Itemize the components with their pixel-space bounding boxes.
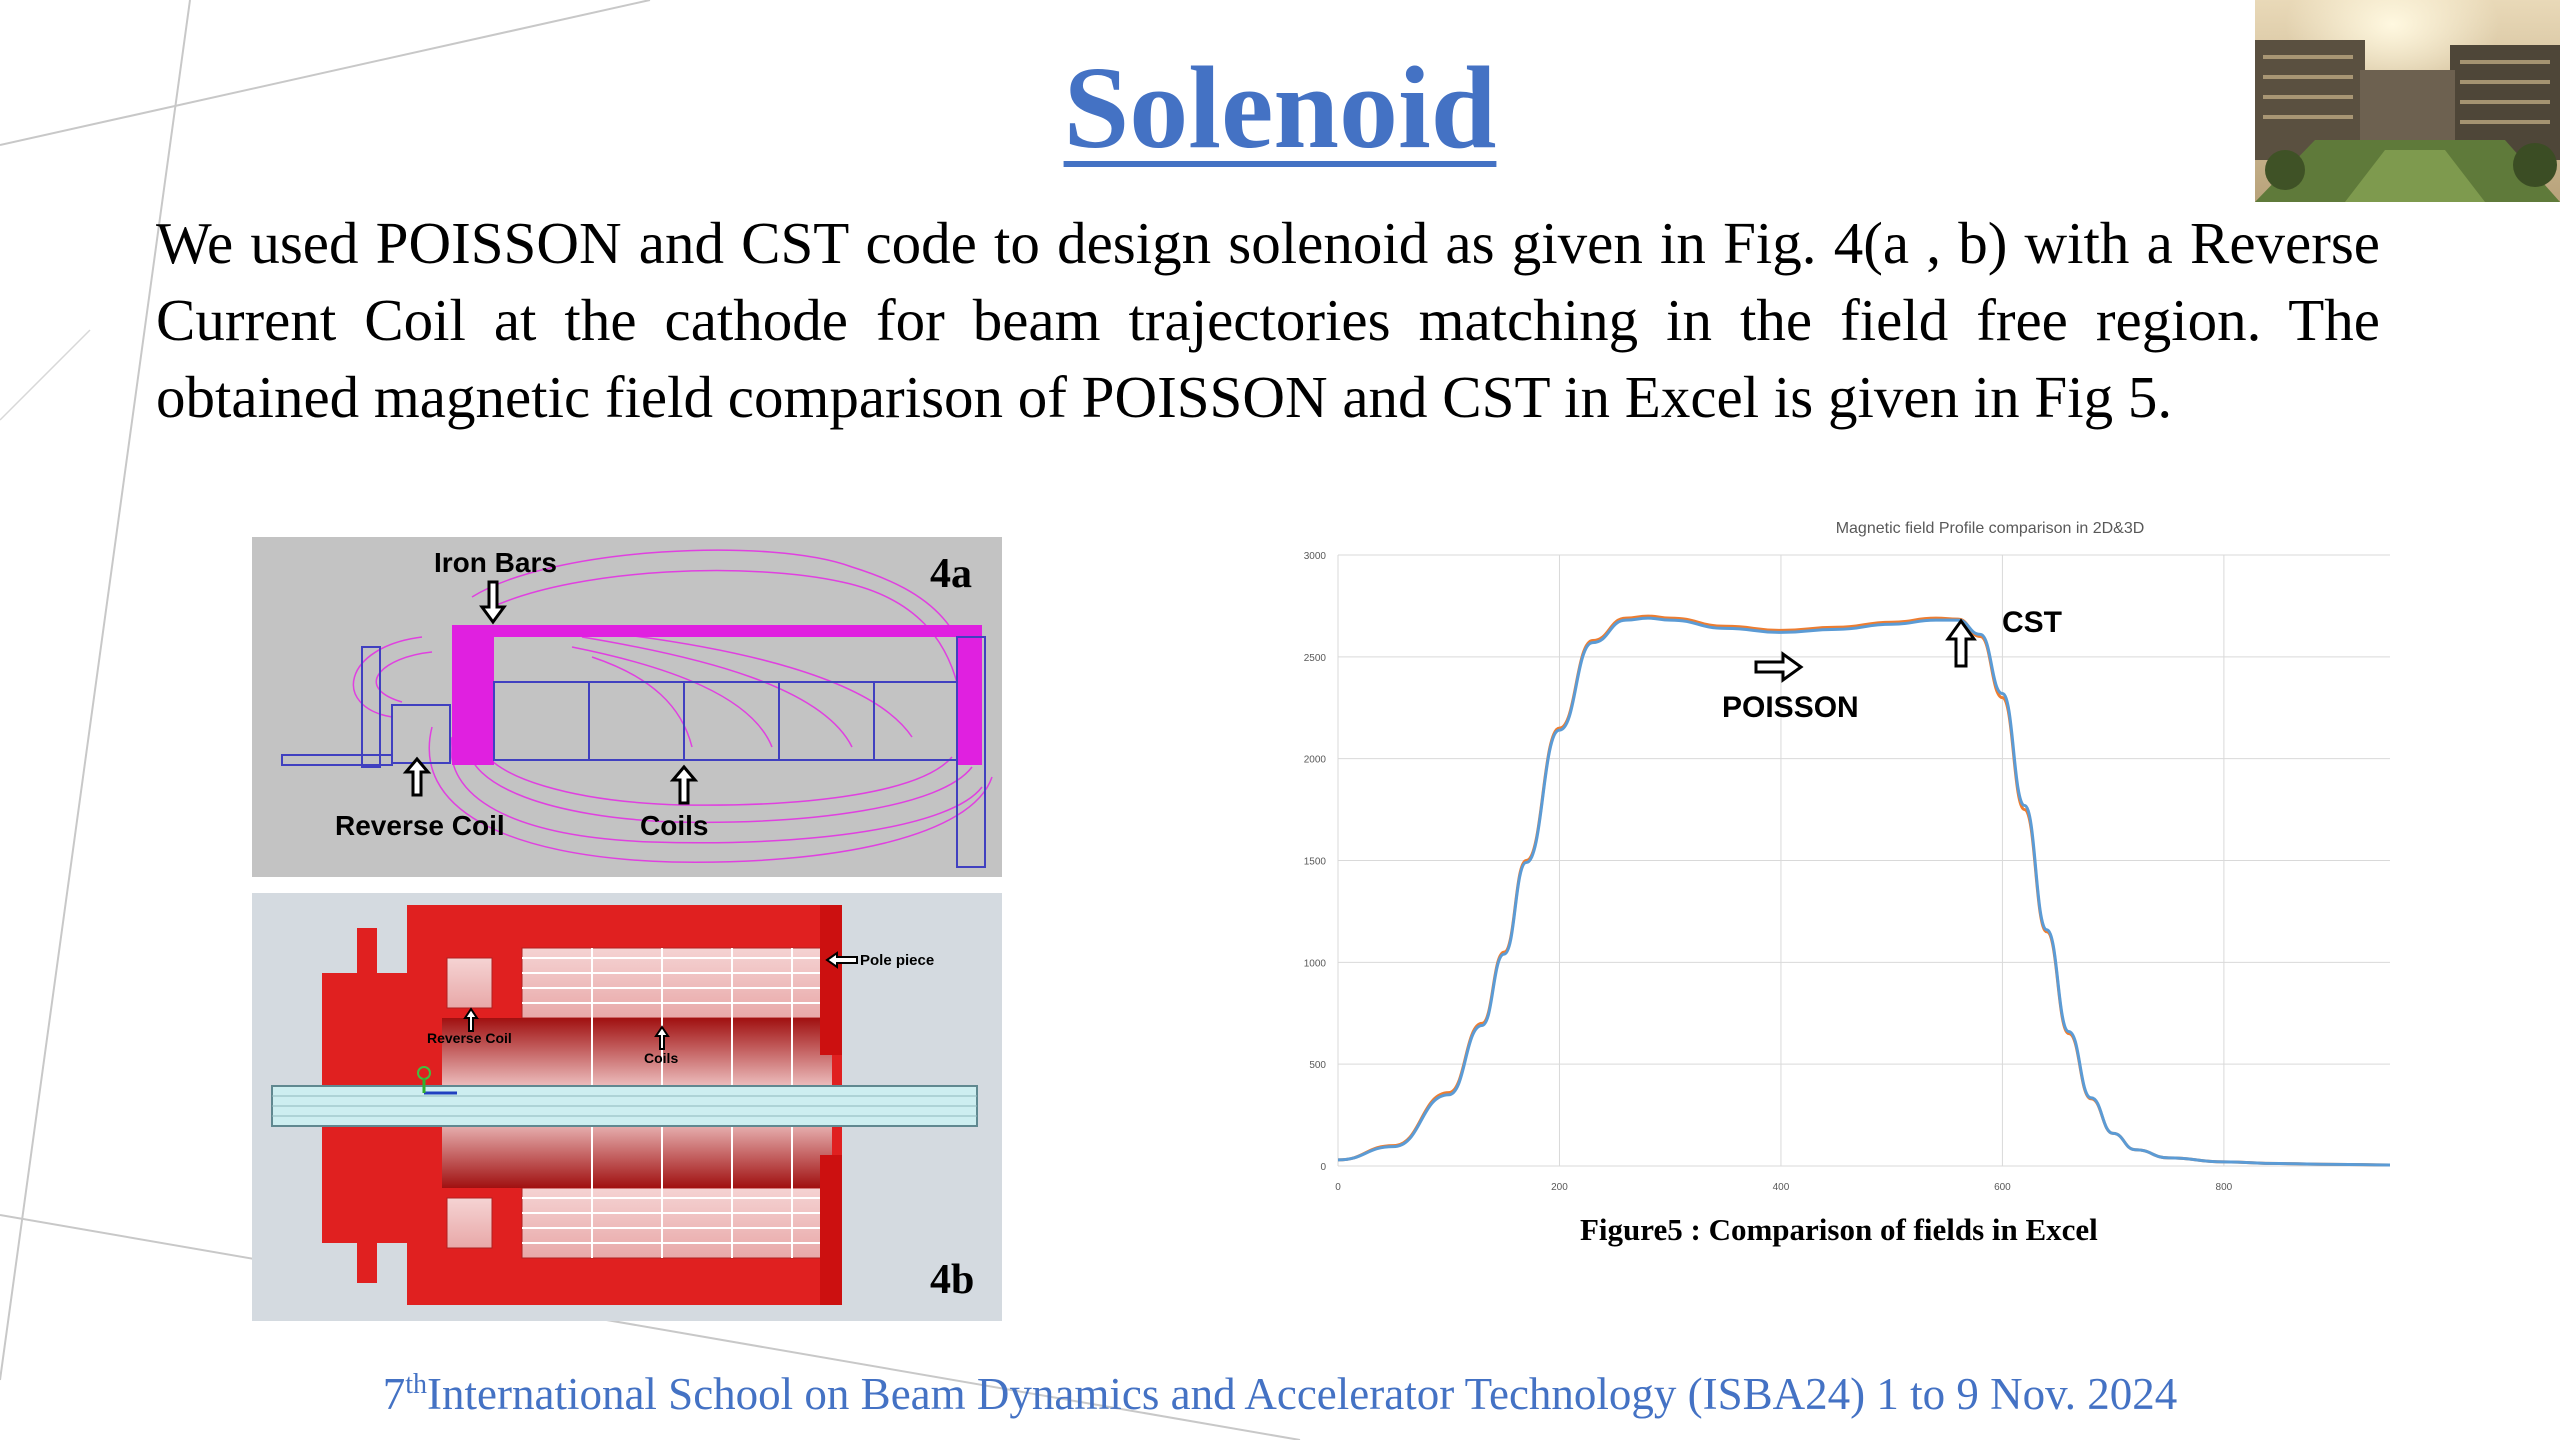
x-tick-label: 200 xyxy=(1551,1182,1568,1193)
figure-5-caption: Figure5 : Comparison of fields in Excel xyxy=(1580,1212,2098,1247)
panel-label-4a: 4a xyxy=(930,551,972,597)
label-coils-3d: Coils xyxy=(644,1050,678,1066)
x-tick-label: 400 xyxy=(1773,1182,1790,1193)
y-tick-label: 1500 xyxy=(1304,857,1327,868)
y-tick-label: 1000 xyxy=(1304,958,1327,969)
label-reverse-coil: Reverse Coil xyxy=(335,810,505,841)
campus-photo xyxy=(2255,0,2560,202)
y-tick-label: 3000 xyxy=(1304,551,1327,562)
figure-5-chart: Magnetic field Profile comparison in 2D&… xyxy=(1280,510,2400,1210)
x-tick-label: 0 xyxy=(1335,1182,1341,1193)
y-tick-label: 0 xyxy=(1320,1162,1326,1173)
label-coils: Coils xyxy=(640,810,708,841)
body-paragraph: We used POISSON and CST code to design s… xyxy=(156,210,2380,430)
footer: 7thInternational School on Beam Dynamics… xyxy=(382,1369,2178,1419)
y-tick-label: 500 xyxy=(1309,1060,1326,1071)
chart-title: Magnetic field Profile comparison in 2D&… xyxy=(1836,520,2145,537)
figure-4a: Iron Bars Reverse Coil Coils 4a xyxy=(252,537,1002,877)
y-tick-label: 2500 xyxy=(1304,653,1327,664)
figure-4b: Pole piece Reverse Coil Coils 4b xyxy=(252,893,1002,1321)
series-line-cst xyxy=(1337,616,2391,1167)
series-line-poisson xyxy=(1337,614,2391,1167)
x-tick-label: 600 xyxy=(1994,1182,2011,1193)
annotation-cst: CST xyxy=(2002,606,2062,639)
annotation-poisson: POISSON xyxy=(1722,691,1859,724)
label-iron-bars: Iron Bars xyxy=(434,547,557,578)
label-pole-piece: Pole piece xyxy=(860,952,934,969)
slide-title: Solenoid xyxy=(1063,42,1497,173)
x-tick-label: 800 xyxy=(2216,1182,2233,1193)
label-reverse-coil-3d: Reverse Coil xyxy=(427,1030,512,1046)
y-tick-label: 2000 xyxy=(1304,755,1327,766)
panel-label-4b: 4b xyxy=(930,1257,974,1303)
